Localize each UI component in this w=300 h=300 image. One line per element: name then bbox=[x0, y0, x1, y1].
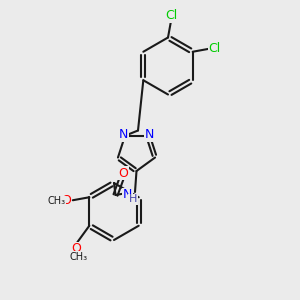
Text: CH₃: CH₃ bbox=[48, 196, 66, 206]
Text: CH₃: CH₃ bbox=[69, 252, 87, 262]
Text: O: O bbox=[118, 167, 128, 180]
Text: O: O bbox=[71, 242, 81, 255]
Text: N: N bbox=[145, 128, 154, 141]
Text: Cl: Cl bbox=[208, 42, 220, 55]
Text: N: N bbox=[123, 188, 132, 202]
Text: H: H bbox=[129, 194, 137, 205]
Text: N: N bbox=[119, 128, 128, 141]
Text: O: O bbox=[61, 194, 71, 207]
Text: Cl: Cl bbox=[166, 9, 178, 22]
